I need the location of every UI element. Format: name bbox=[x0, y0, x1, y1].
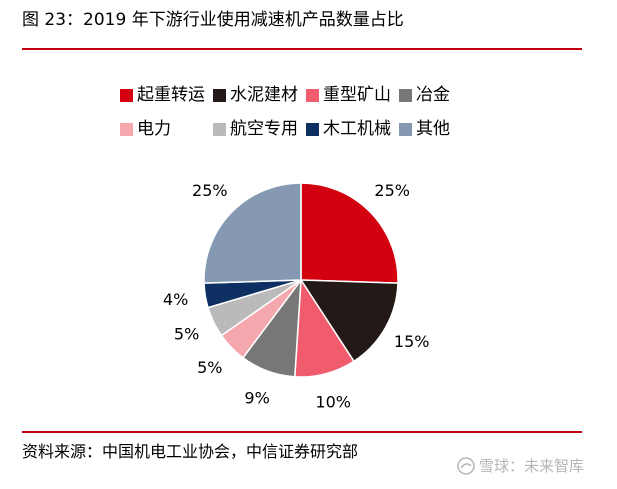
pie-slice bbox=[203, 182, 302, 284]
snowball-logo-icon bbox=[457, 457, 475, 475]
legend-item: 航空专用 bbox=[213, 119, 298, 139]
legend-label: 冶金 bbox=[416, 85, 450, 105]
legend-item: 重型矿山 bbox=[306, 85, 391, 105]
pie-value-label: 5% bbox=[174, 325, 199, 344]
legend-swatch bbox=[306, 88, 319, 102]
pie-value-label: 15% bbox=[394, 332, 430, 351]
legend-swatch bbox=[399, 122, 412, 136]
pie-value-label: 25% bbox=[374, 181, 410, 200]
watermark: 雪球：未来智库 bbox=[457, 457, 584, 475]
legend-item: 冶金 bbox=[399, 85, 450, 105]
legend-label: 电力 bbox=[137, 119, 171, 139]
legend-label: 重型矿山 bbox=[323, 85, 391, 105]
legend-swatch bbox=[120, 122, 133, 136]
pie-value-label: 4% bbox=[163, 290, 188, 309]
legend-item: 水泥建材 bbox=[213, 85, 298, 105]
pie-slice bbox=[300, 182, 399, 284]
legend-swatch bbox=[306, 122, 319, 136]
legend-swatch bbox=[213, 88, 226, 102]
legend-item: 木工机械 bbox=[306, 119, 391, 139]
legend-label: 航空专用 bbox=[230, 119, 298, 139]
legend-swatch bbox=[399, 88, 412, 102]
legend-label: 其他 bbox=[416, 119, 450, 139]
figure-title: 图 23：2019 年下游行业使用减速机产品数量占比 bbox=[22, 10, 404, 30]
legend-item: 起重转运 bbox=[120, 85, 205, 105]
source-rule bbox=[22, 431, 582, 433]
legend-label: 起重转运 bbox=[137, 85, 205, 105]
pie-chart: 25% 15% 10% 9% 5% 5% 4% 25% bbox=[163, 181, 430, 411]
watermark-text: 雪球：未来智库 bbox=[479, 457, 585, 475]
legend-swatch bbox=[120, 88, 133, 102]
pie-value-label: 5% bbox=[197, 358, 222, 377]
pie-value-label: 25% bbox=[192, 181, 228, 200]
title-rule bbox=[22, 48, 582, 50]
legend-item: 其他 bbox=[399, 119, 450, 139]
pie-value-labels: 25% 15% 10% 9% 5% 5% 4% 25% bbox=[163, 181, 430, 411]
legend-label: 水泥建材 bbox=[230, 85, 298, 105]
legend-swatch bbox=[213, 122, 226, 136]
pie-slices bbox=[203, 182, 399, 378]
source-note: 资料来源：中国机电工业协会，中信证券研究部 bbox=[22, 442, 359, 461]
chart-legend: 起重转运 水泥建材 重型矿山 冶金 电力 航空专用 木工机械 其他 bbox=[0, 0, 617, 150]
pie-value-label: 10% bbox=[315, 392, 351, 411]
legend-label: 木工机械 bbox=[323, 119, 391, 139]
pie-value-label: 9% bbox=[244, 389, 269, 408]
legend-item: 电力 bbox=[120, 119, 171, 139]
pie-slice bbox=[299, 279, 399, 363]
